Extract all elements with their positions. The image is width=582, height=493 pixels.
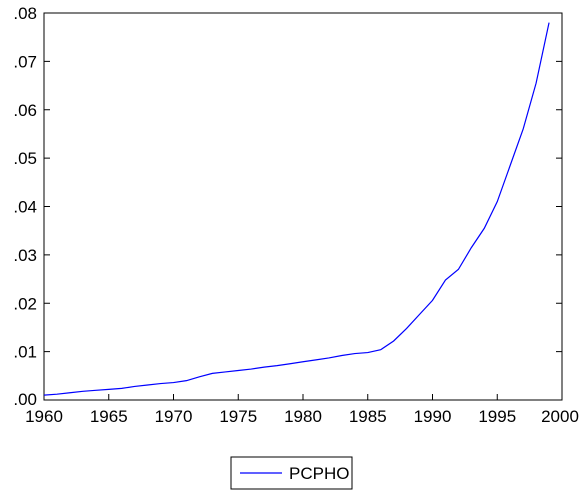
y-tick-label: .03 <box>13 246 37 265</box>
y-tick-label: .04 <box>13 198 37 217</box>
x-tick-label: 1975 <box>219 407 257 426</box>
y-tick-label: .08 <box>13 4 37 23</box>
y-tick-label: .06 <box>13 101 37 120</box>
x-tick-label: 1985 <box>349 407 387 426</box>
x-tick-label: 1970 <box>155 407 193 426</box>
x-tick-label: 1990 <box>414 407 452 426</box>
y-axis: .00 .01 .02 .03 .04 .05 .06 .07 .08 <box>13 4 562 409</box>
y-tick-label: .07 <box>13 52 37 71</box>
legend: PCPHO <box>230 456 353 490</box>
x-tick-label: 1960 <box>25 407 63 426</box>
x-tick-label: 2000 <box>541 407 579 426</box>
series-line-pcpho <box>43 22 550 396</box>
x-tick-label: 1995 <box>478 407 516 426</box>
plot-area <box>43 12 563 401</box>
y-tick-label: .01 <box>13 343 37 362</box>
x-tick-label: 1965 <box>90 407 128 426</box>
y-tick-label: .00 <box>13 390 37 409</box>
y-tick-label: .02 <box>13 294 37 313</box>
x-tick-label: 1980 <box>284 407 322 426</box>
legend-label-pcpho: PCPHO <box>289 464 349 483</box>
x-axis: 1960 1965 1970 1975 1980 1985 1990 1995 2000 <box>25 394 579 426</box>
y-tick-label: .05 <box>13 149 37 168</box>
